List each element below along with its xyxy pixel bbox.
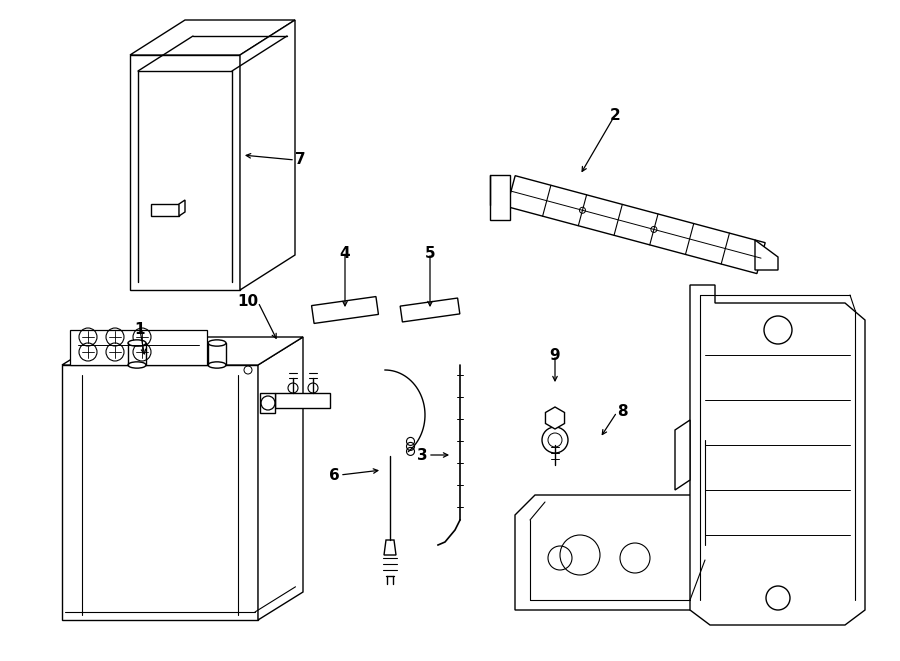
Text: 8: 8 (617, 405, 627, 420)
Polygon shape (400, 298, 460, 322)
Polygon shape (755, 240, 778, 270)
Ellipse shape (208, 340, 226, 346)
Ellipse shape (128, 362, 146, 368)
Text: 5: 5 (425, 245, 436, 260)
Polygon shape (179, 200, 185, 216)
Polygon shape (258, 337, 303, 620)
Polygon shape (151, 204, 179, 216)
Text: 7: 7 (295, 153, 306, 167)
Text: 1: 1 (135, 323, 145, 338)
Polygon shape (545, 407, 564, 429)
Text: 2: 2 (609, 108, 620, 122)
Text: 10: 10 (237, 295, 258, 309)
Ellipse shape (128, 340, 146, 346)
Polygon shape (260, 393, 275, 413)
Text: 6: 6 (329, 467, 340, 483)
Text: 9: 9 (550, 348, 561, 362)
Text: 4: 4 (339, 245, 350, 260)
Polygon shape (62, 365, 258, 620)
Polygon shape (70, 330, 207, 365)
Polygon shape (384, 540, 396, 555)
Polygon shape (490, 175, 510, 220)
Polygon shape (690, 285, 865, 625)
Polygon shape (311, 297, 378, 323)
Ellipse shape (208, 362, 226, 368)
Polygon shape (515, 430, 720, 610)
Polygon shape (507, 176, 765, 274)
Polygon shape (675, 420, 690, 490)
Polygon shape (130, 55, 240, 290)
Polygon shape (130, 20, 295, 55)
Polygon shape (240, 20, 295, 290)
Polygon shape (62, 337, 303, 365)
Text: 3: 3 (418, 447, 428, 463)
Polygon shape (275, 393, 330, 408)
